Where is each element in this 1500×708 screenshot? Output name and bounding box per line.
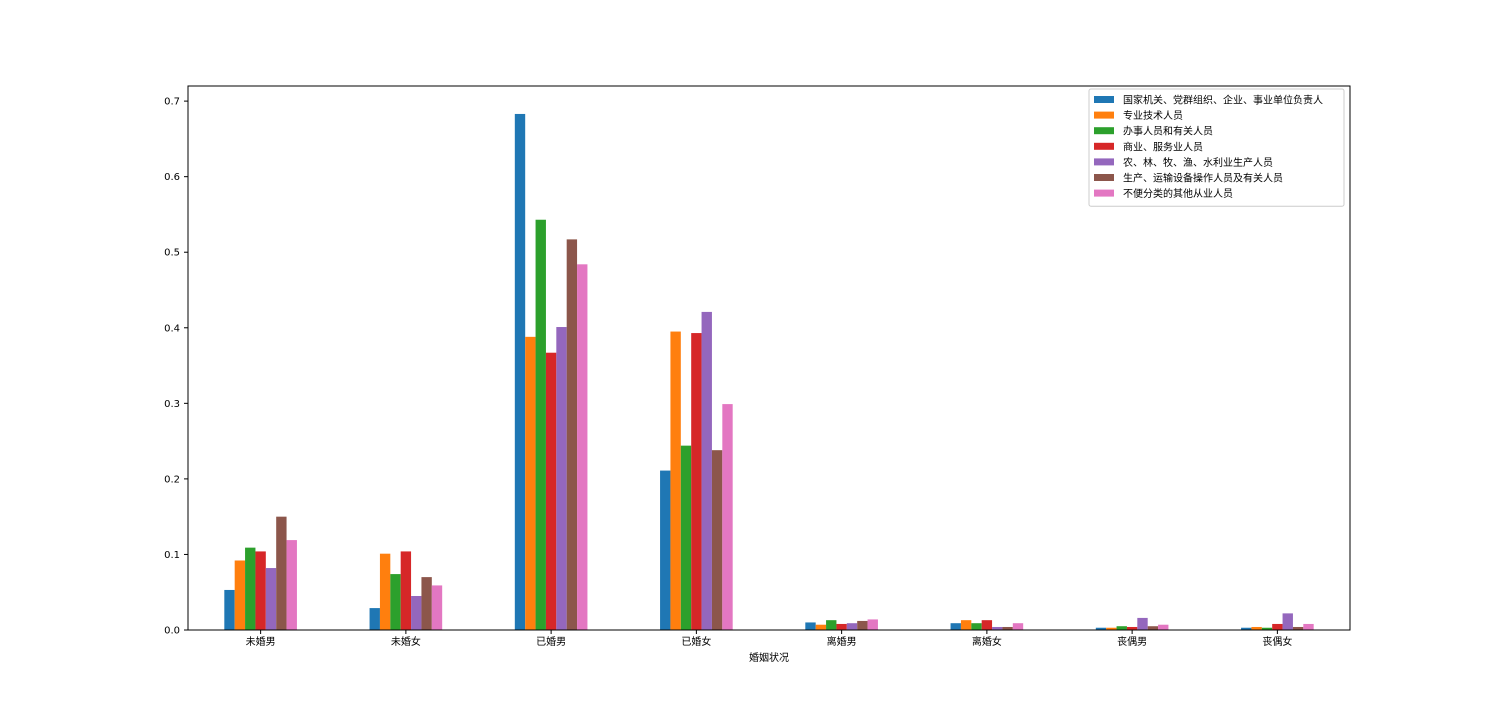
bar xyxy=(276,516,287,630)
x-tick-label: 离婚男 xyxy=(827,635,857,648)
bar xyxy=(535,219,546,630)
bar xyxy=(1002,626,1013,630)
bar xyxy=(805,622,816,630)
y-tick-label: 0.4 xyxy=(164,323,180,334)
bar xyxy=(1147,626,1159,630)
legend-entry: 生产、运输设备操作人员及有关人员 xyxy=(1123,172,1283,185)
legend-swatch xyxy=(1094,96,1114,103)
x-tick-label: 未婚男 xyxy=(246,635,276,648)
bar xyxy=(981,620,993,630)
y-tick-label: 0.0 xyxy=(164,626,180,637)
legend-frame xyxy=(1088,88,1345,207)
x-tick-label: 丧偶女 xyxy=(1262,635,1292,648)
legend-entry: 国家机关、党群组织、企业、事业单位负责人 xyxy=(1123,94,1323,107)
bar xyxy=(680,445,692,630)
bar xyxy=(1158,624,1169,630)
bar xyxy=(286,540,297,630)
bar xyxy=(525,336,536,630)
y-tick-label: 0.7 xyxy=(164,97,180,108)
bar xyxy=(265,568,277,630)
bar xyxy=(245,547,256,630)
bar xyxy=(1292,626,1304,630)
bar xyxy=(950,623,961,630)
bar xyxy=(992,626,1003,630)
bar xyxy=(224,589,235,630)
bar xyxy=(1251,626,1262,630)
bar xyxy=(255,551,266,630)
legend-swatch xyxy=(1094,174,1114,181)
y-tick-label: 0.1 xyxy=(164,550,180,561)
bar xyxy=(960,620,972,630)
bar xyxy=(722,404,733,630)
legend-swatch xyxy=(1094,111,1114,119)
y-tick-label: 0.6 xyxy=(164,172,180,183)
bar xyxy=(369,608,380,630)
bar xyxy=(701,311,712,630)
bar xyxy=(545,352,557,630)
bar xyxy=(556,327,567,630)
bars-layer xyxy=(224,113,1314,630)
bar xyxy=(971,623,982,630)
x-tick-label: 未婚女 xyxy=(391,635,421,648)
bar xyxy=(421,577,432,630)
bar xyxy=(577,264,588,630)
bar xyxy=(836,623,847,630)
legend: 国家机关、党群组织、企业、事业单位负责人专业技术人员办事人员和有关人员商业、服务… xyxy=(1088,88,1345,207)
bar xyxy=(846,623,858,630)
bar xyxy=(867,619,878,630)
bar xyxy=(1012,623,1024,630)
bar xyxy=(431,585,443,630)
bar xyxy=(514,113,526,630)
bar xyxy=(857,620,868,630)
bar xyxy=(1126,626,1138,630)
x-tick-label: 已婚女 xyxy=(681,635,711,648)
bar xyxy=(400,551,412,630)
legend-entry: 农、林、牧、渔、水利业生产人员 xyxy=(1123,156,1273,169)
bar xyxy=(1272,623,1283,630)
bar xyxy=(1116,626,1127,630)
bar xyxy=(815,624,827,630)
bar xyxy=(234,560,246,630)
bar xyxy=(379,553,391,630)
bar xyxy=(660,470,671,630)
bar xyxy=(1106,627,1117,630)
x-tick-label: 已婚男 xyxy=(536,635,566,648)
legend-entry: 办事人员和有关人员 xyxy=(1123,125,1213,138)
legend-entry: 专业技术人员 xyxy=(1123,109,1183,122)
bar xyxy=(1095,627,1107,630)
bar xyxy=(691,333,702,630)
bar xyxy=(1261,627,1273,630)
bar xyxy=(826,620,837,630)
legend-entry: 商业、服务业人员 xyxy=(1123,140,1203,153)
bar xyxy=(670,331,681,630)
axes-frame xyxy=(187,85,1351,631)
x-tick-label: 离婚女 xyxy=(972,635,1002,648)
y-tick-label: 0.2 xyxy=(164,474,180,485)
y-tick-label: 0.3 xyxy=(164,399,180,410)
legend-entry: 不便分类的其他从业人员 xyxy=(1123,187,1233,200)
x-tick-label: 丧偶男 xyxy=(1117,635,1147,648)
bar xyxy=(1303,623,1314,630)
bar xyxy=(711,450,723,630)
legend-swatch xyxy=(1094,127,1114,135)
x-axis: 未婚男 未婚女 已婚男 已婚女 离婚男 离婚女 丧偶男 丧偶女 xyxy=(246,630,1292,648)
bar xyxy=(411,596,422,630)
bar xyxy=(1282,613,1293,630)
bar xyxy=(1241,627,1252,630)
legend-swatch xyxy=(1094,142,1114,150)
y-tick-label: 0.5 xyxy=(164,248,180,259)
legend-swatch xyxy=(1094,189,1114,197)
x-axis-label: 婚姻状况 xyxy=(749,651,789,664)
y-axis: 0.0 0.1 0.2 0.3 0.4 0.5 0.6 0.7 xyxy=(164,97,188,637)
bar xyxy=(390,574,401,630)
bar xyxy=(566,239,578,630)
bar xyxy=(1137,617,1148,630)
legend-swatch xyxy=(1094,158,1114,166)
